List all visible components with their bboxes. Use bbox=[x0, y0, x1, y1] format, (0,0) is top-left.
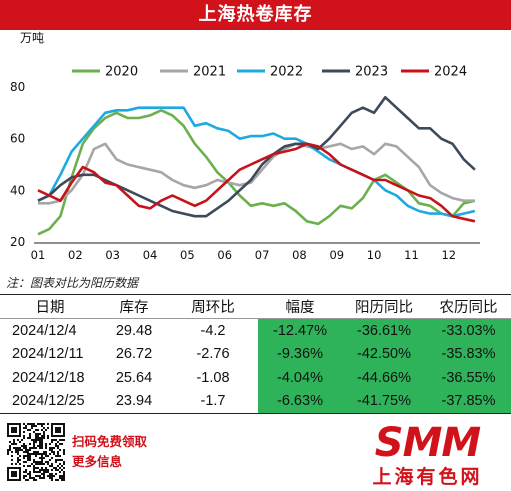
promo-line-1: 扫码免费领取 bbox=[72, 434, 148, 449]
col-header: 日期 bbox=[0, 294, 100, 319]
smm-logo: SMM 上海有色网 bbox=[350, 420, 505, 488]
cell-yoy-lunar: -36.55% bbox=[426, 366, 511, 390]
logo-sub-text: 上海有色网 bbox=[372, 466, 483, 488]
cell-yoy-solar: -44.66% bbox=[342, 366, 426, 390]
footer: 扫码免费领取 更多信息 SMM 上海有色网 bbox=[0, 420, 511, 491]
cell-inventory: 29.48 bbox=[115, 322, 153, 339]
col-header: 幅度 bbox=[258, 294, 342, 319]
cell-wow: -1.7 bbox=[168, 389, 258, 414]
x-tick-label: 07 bbox=[255, 248, 270, 262]
inventory-table: 日期 库存 周环比 幅度 阳历同比 农历同比 2024/12/4 29.48 -… bbox=[0, 294, 511, 414]
y-tick-label: 80 bbox=[10, 80, 25, 94]
cell-date: 2024/12/4 bbox=[12, 322, 77, 339]
y-tick-label: 20 bbox=[10, 235, 25, 249]
series-line bbox=[37, 106, 476, 218]
cell-inventory: 25.64 bbox=[115, 369, 153, 386]
x-tick-label: 11 bbox=[404, 248, 419, 262]
logo-main-text: SMM bbox=[374, 420, 481, 466]
cell-yoy-solar: -41.75% bbox=[342, 389, 426, 414]
x-tick-label: 12 bbox=[441, 248, 456, 262]
x-tick-label: 02 bbox=[68, 248, 83, 262]
chart-series bbox=[37, 96, 476, 236]
chart-note: 注：图表对比为阳历数据 bbox=[6, 276, 139, 290]
table-row: 2024/12/18 25.64 -1.08 -4.04% -44.66% -3… bbox=[0, 366, 511, 390]
legend-label: 2021 bbox=[193, 65, 226, 80]
cell-date: 2024/12/25 bbox=[0, 389, 100, 414]
col-header: 阳历同比 bbox=[342, 294, 426, 319]
x-tick-label: 04 bbox=[143, 248, 158, 262]
cell-yoy-lunar: -33.03% bbox=[426, 318, 511, 343]
y-tick-label: 60 bbox=[10, 132, 25, 146]
cell-wow: -4.2 bbox=[200, 322, 226, 339]
x-tick-label: 09 bbox=[329, 248, 344, 262]
page-title: 上海热卷库存 bbox=[0, 0, 511, 30]
table-row: 2024/12/4 29.48 -4.2 -12.47% -36.61% -33… bbox=[0, 318, 511, 343]
cell-range: -12.47% bbox=[258, 318, 342, 343]
cell-range: -4.04% bbox=[258, 366, 342, 390]
cell-range: -9.36% bbox=[258, 342, 342, 366]
qr-code-icon[interactable] bbox=[7, 423, 65, 481]
col-header: 周环比 bbox=[168, 294, 258, 319]
x-tick-label: 10 bbox=[367, 248, 382, 262]
y-axis: 20 40 60 80 bbox=[10, 80, 25, 249]
chart-legend: 2020 2021 2022 2023 2024 bbox=[72, 65, 467, 80]
series-line bbox=[38, 142, 475, 205]
x-tick-label: 05 bbox=[180, 248, 195, 262]
promo-line-2: 更多信息 bbox=[72, 454, 123, 469]
cell-wow: -2.76 bbox=[196, 346, 230, 363]
cell-yoy-lunar: -35.83% bbox=[426, 342, 511, 366]
cell-inventory: 23.94 bbox=[100, 389, 168, 414]
legend-label: 2022 bbox=[270, 65, 303, 80]
x-tick-label: 01 bbox=[31, 248, 46, 262]
promo-text: 扫码免费领取 更多信息 bbox=[72, 432, 147, 472]
table-row: 2024/12/11 26.72 -2.76 -9.36% -42.50% -3… bbox=[0, 342, 511, 366]
legend-label: 2020 bbox=[105, 65, 138, 80]
cell-date: 2024/12/11 bbox=[12, 346, 84, 363]
col-header: 农历同比 bbox=[426, 294, 511, 319]
y-axis-label: 万吨 bbox=[20, 31, 44, 45]
legend-label: 2024 bbox=[434, 65, 467, 80]
table-row: 2024/12/25 23.94 -1.7 -6.63% -41.75% -37… bbox=[0, 389, 511, 414]
y-tick-label: 40 bbox=[10, 183, 25, 197]
x-tick-label: 06 bbox=[217, 248, 232, 262]
cell-inventory: 26.72 bbox=[115, 346, 153, 363]
col-header: 库存 bbox=[100, 294, 168, 319]
series-line bbox=[37, 142, 476, 223]
cell-date: 2024/12/18 bbox=[12, 369, 85, 386]
table-header-row: 日期 库存 周环比 幅度 阳历同比 农历同比 bbox=[0, 294, 511, 319]
cell-range: -6.63% bbox=[258, 389, 342, 414]
x-tick-label: 08 bbox=[292, 248, 307, 262]
x-axis: 01 02 03 04 05 06 07 08 09 10 11 12 bbox=[31, 242, 480, 262]
cell-yoy-solar: -36.61% bbox=[342, 318, 426, 343]
cell-yoy-solar: -42.50% bbox=[342, 342, 426, 366]
x-tick-label: 03 bbox=[105, 248, 120, 262]
cell-yoy-lunar: -37.85% bbox=[426, 389, 511, 414]
cell-wow: -1.08 bbox=[196, 369, 230, 386]
legend-label: 2023 bbox=[355, 65, 388, 80]
